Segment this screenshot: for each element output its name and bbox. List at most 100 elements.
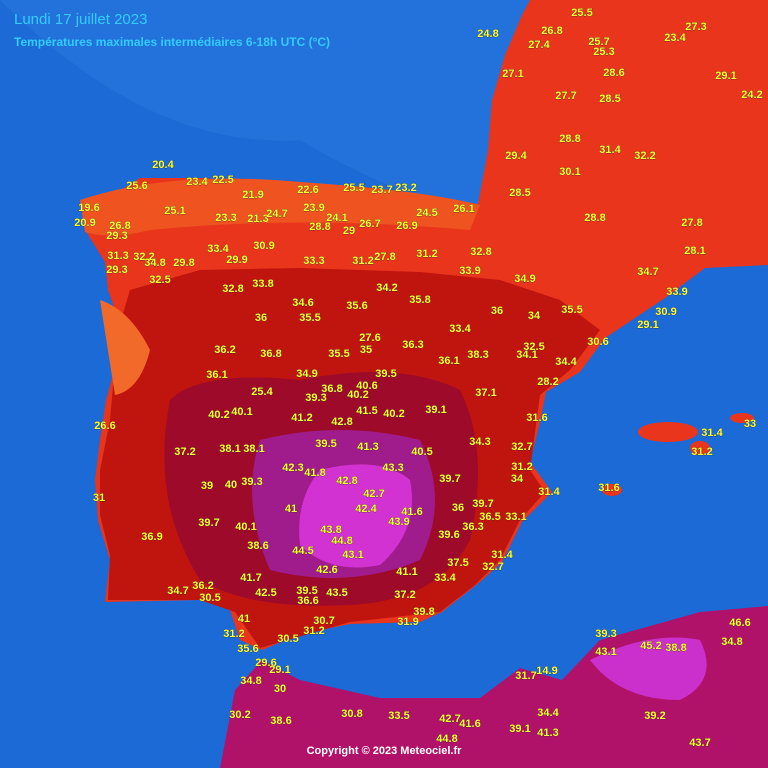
temperature-label: 30.9 — [253, 240, 274, 252]
temperature-label: 39.2 — [644, 710, 665, 722]
temperature-label: 41.1 — [396, 566, 417, 578]
temperature-label: 43.1 — [342, 549, 363, 561]
temperature-label: 31.2 — [416, 248, 437, 260]
temperature-label: 21.3 — [247, 213, 268, 225]
temperature-label: 39.6 — [438, 529, 459, 541]
temperature-label: 39.1 — [509, 723, 530, 735]
temperature-label: 37.2 — [394, 589, 415, 601]
temperature-label: 31.4 — [701, 427, 723, 439]
temperature-label: 35.5 — [328, 348, 349, 360]
temperature-label: 36 — [491, 305, 503, 317]
temperature-label: 30.5 — [199, 592, 220, 604]
temperature-label: 39.5 — [296, 585, 317, 597]
temperature-label: 34.4 — [555, 356, 577, 368]
temperature-label: 39.3 — [241, 476, 262, 488]
temperature-label: 28.1 — [684, 245, 705, 257]
temperature-label: 23.9 — [303, 202, 324, 214]
temperature-label: 31.3 — [107, 250, 128, 262]
temperature-label: 44.8 — [436, 733, 457, 745]
temperature-label: 27.1 — [502, 68, 523, 80]
temperature-label: 46.6 — [729, 617, 750, 629]
temperature-label: 40.6 — [356, 380, 377, 392]
temperature-label: 20.9 — [74, 217, 95, 229]
temperature-label: 36 — [452, 502, 464, 514]
temperature-label: 43.1 — [595, 646, 616, 658]
temperature-label: 37.5 — [447, 557, 468, 569]
temperature-label: 31.4 — [491, 549, 513, 561]
temperature-label: 41.5 — [356, 405, 377, 417]
temperature-label: 39.7 — [439, 473, 460, 485]
temperature-label: 31.7 — [515, 670, 536, 682]
temperature-label: 34.8 — [721, 636, 742, 648]
temperature-label: 36.8 — [260, 348, 281, 360]
temperature-label: 40.1 — [235, 521, 256, 533]
temperature-label: 29.1 — [637, 319, 658, 331]
temperature-label: 33 — [744, 418, 756, 430]
temperature-label: 30.9 — [655, 306, 676, 318]
temperature-label: 37.2 — [174, 446, 195, 458]
temperature-label: 29.4 — [505, 150, 527, 162]
temperature-label: 24.7 — [266, 208, 287, 220]
temperature-label: 33.4 — [449, 323, 471, 335]
temperature-label: 30.6 — [587, 336, 608, 348]
temperature-label: 33.4 — [207, 243, 229, 255]
temperature-label: 43.7 — [689, 737, 710, 749]
temperature-label: 41 — [238, 613, 250, 625]
temperature-label: 43.5 — [326, 587, 347, 599]
temperature-label: 36.6 — [297, 595, 318, 607]
temperature-label: 27.6 — [359, 332, 380, 344]
temperature-label: 38.8 — [665, 642, 686, 654]
temperature-label: 41 — [285, 503, 297, 515]
temperature-label: 24.2 — [741, 89, 762, 101]
temperature-label: 31.2 — [511, 461, 532, 473]
temperature-label: 26.6 — [94, 420, 115, 432]
temperature-label: 32.5 — [523, 341, 544, 353]
temperature-label: 41.7 — [240, 572, 261, 584]
temperature-label: 35.6 — [237, 643, 258, 655]
temperature-label: 25.6 — [126, 180, 147, 192]
temperature-label: 29.9 — [226, 254, 247, 266]
temperature-label: 31.4 — [538, 486, 560, 498]
coast-cool — [100, 300, 150, 395]
temperature-label: 32.7 — [511, 441, 532, 453]
temperature-label: 41.3 — [537, 727, 558, 739]
temperature-label: 28.5 — [599, 93, 620, 105]
temperature-label: 35.6 — [346, 300, 367, 312]
temperature-label: 44.8 — [331, 535, 352, 547]
temperature-label: 38.6 — [247, 540, 268, 552]
temperature-label: 22.5 — [212, 174, 233, 186]
temperature-label: 29 — [343, 225, 355, 237]
temperature-label: 30.5 — [277, 633, 298, 645]
temperature-label: 28.5 — [509, 187, 530, 199]
copyright: Copyright © 2023 Meteociel.fr — [307, 745, 463, 757]
temperature-label: 33.8 — [252, 278, 273, 290]
temperature-label: 39.5 — [315, 438, 336, 450]
temperature-label: 28.8 — [559, 133, 580, 145]
temperature-label: 30.2 — [229, 709, 250, 721]
temperature-label: 25.4 — [251, 386, 273, 398]
temperature-label: 40.1 — [231, 406, 252, 418]
subtitle: Températures maximales intermédiaires 6-… — [14, 35, 330, 49]
temperature-label: 34 — [511, 473, 524, 485]
temperature-label: 34.9 — [514, 273, 535, 285]
temperature-label: 31.2 — [223, 628, 244, 640]
temperature-label: 27.7 — [555, 90, 576, 102]
temperature-label: 42.8 — [331, 416, 352, 428]
temperature-label: 42.3 — [282, 462, 303, 474]
temperature-label: 41.6 — [459, 718, 480, 730]
island — [690, 441, 710, 455]
temperature-label: 30.1 — [559, 166, 580, 178]
temperature-label: 34 — [528, 310, 541, 322]
temperature-label: 39.3 — [305, 392, 326, 404]
temperature-label: 32.8 — [222, 283, 243, 295]
temperature-label: 33.4 — [434, 572, 456, 584]
temperature-label: 21.9 — [242, 189, 263, 201]
temperature-label: 41.3 — [357, 441, 378, 453]
temperature-label: 44.5 — [292, 545, 313, 557]
temperature-label: 26.8 — [109, 220, 130, 232]
temperature-label: 30.8 — [341, 708, 362, 720]
temperature-label: 33.5 — [388, 710, 409, 722]
temperature-label: 36.8 — [321, 383, 342, 395]
temperature-label: 35.5 — [561, 304, 582, 316]
temperature-label: 25.7 — [588, 36, 609, 48]
